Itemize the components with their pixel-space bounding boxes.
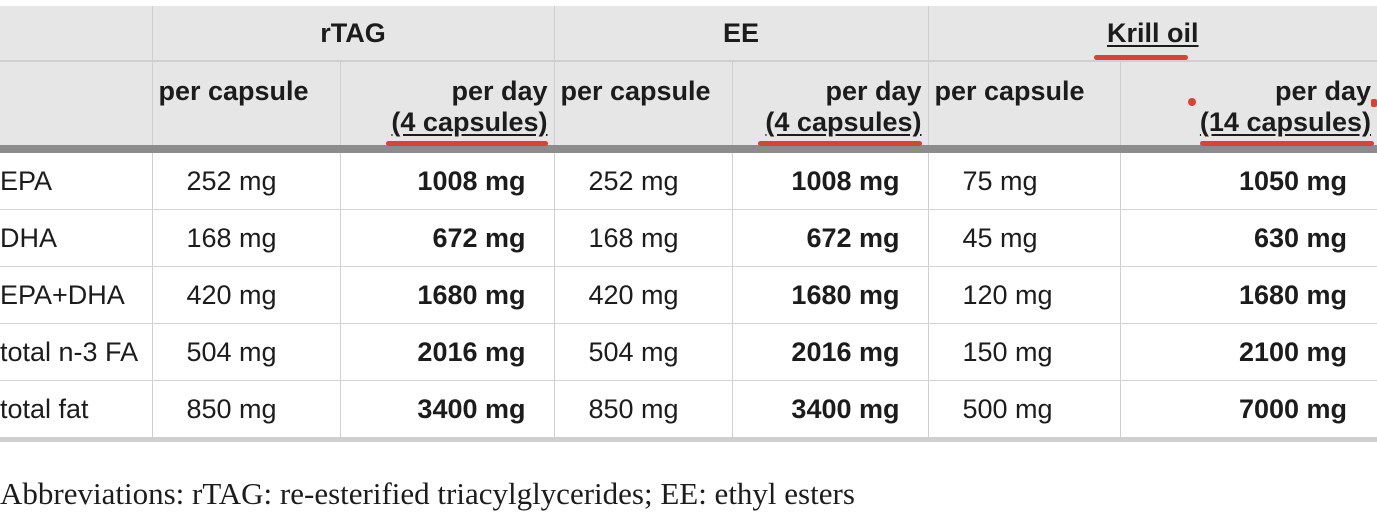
sub-header-label: per day — [451, 76, 548, 106]
row-label: DHA — [0, 209, 153, 267]
corner-cell — [0, 6, 153, 62]
table-cell: 850 mg — [152, 380, 341, 442]
row-label: total fat — [0, 380, 153, 442]
group-header-row: rTAG EE Krill oil — [0, 6, 1377, 62]
row-label: EPA+DHA — [0, 266, 153, 324]
sub-header-capsule-count: (4 capsules) — [765, 107, 922, 137]
table-row: total n-3 FA 504 mg 2016 mg 504 mg 2016 … — [0, 323, 1377, 381]
sub-header-ee-per-day: per day (4 capsules) — [732, 61, 929, 153]
sub-header-label: per day — [825, 76, 922, 106]
nutrition-table-container: rTAG EE Krill oil per capsule per day (4 … — [0, 6, 1377, 442]
sub-header-rtag-per-capsule: per capsule — [152, 61, 341, 153]
group-header-ee: EE — [554, 6, 929, 62]
table-cell: 504 mg — [152, 323, 341, 381]
sub-header-label: per capsule — [158, 76, 309, 106]
annotation-underline-krill-oil — [1094, 55, 1188, 60]
table-cell: 7000 mg — [1120, 380, 1377, 442]
annotation-underline-ee-per-day — [758, 141, 922, 146]
table-cell: 3400 mg — [340, 380, 555, 442]
table-cell: 420 mg — [152, 266, 341, 324]
table-row: DHA 168 mg 672 mg 168 mg 672 mg 45 mg 63… — [0, 209, 1377, 267]
sub-header-rtag-per-day: per day (4 capsules) — [340, 61, 555, 153]
sub-header-label: per capsule — [934, 76, 1085, 106]
annotation-underline-krill-per-day — [1200, 141, 1374, 146]
group-header-rtag: rTAG — [152, 6, 555, 62]
table-cell: 3400 mg — [732, 380, 929, 442]
table-cell: 75 mg — [928, 149, 1121, 210]
table-cell: 420 mg — [554, 266, 733, 324]
group-header-krill-oil: Krill oil — [928, 6, 1377, 62]
table-cell: 2016 mg — [732, 323, 929, 381]
abbreviations-footnote: Abbreviations: rTAG: re-esterified triac… — [0, 476, 855, 511]
table-row: total fat 850 mg 3400 mg 850 mg 3400 mg … — [0, 380, 1377, 442]
table-cell: 1680 mg — [340, 266, 555, 324]
sub-header-label: per capsule — [560, 76, 711, 106]
krill-oil-label: Krill oil — [1107, 17, 1199, 48]
sub-header-empty — [0, 61, 153, 153]
table-cell: 1008 mg — [732, 149, 929, 210]
sub-header-label: per day — [1274, 76, 1372, 106]
table-cell: 1680 mg — [732, 266, 929, 324]
table-cell: 1008 mg — [340, 149, 555, 210]
table-cell: 850 mg — [554, 380, 733, 442]
annotation-mark-right — [1371, 99, 1377, 107]
omega3-comparison-table: rTAG EE Krill oil per capsule per day (4 … — [0, 6, 1377, 442]
table-cell: 150 mg — [928, 323, 1121, 381]
table-cell: 630 mg — [1120, 209, 1377, 267]
table-cell: 2016 mg — [340, 323, 555, 381]
table-row: EPA+DHA 420 mg 1680 mg 420 mg 1680 mg 12… — [0, 266, 1377, 324]
row-label: EPA — [0, 149, 153, 210]
table-cell: 45 mg — [928, 209, 1121, 267]
table-cell: 1680 mg — [1120, 266, 1377, 324]
table-cell: 120 mg — [928, 266, 1121, 324]
table-cell: 672 mg — [732, 209, 929, 267]
table-cell: 504 mg — [554, 323, 733, 381]
table-cell: 500 mg — [928, 380, 1121, 442]
sub-header-krill-per-day: per day (14 capsules) — [1120, 61, 1377, 153]
table-cell: 1050 mg — [1120, 149, 1377, 210]
sub-header-krill-per-capsule: per capsule — [928, 61, 1121, 153]
table-cell: 672 mg — [340, 209, 555, 267]
table-cell: 168 mg — [554, 209, 733, 267]
table-cell: 252 mg — [152, 149, 341, 210]
sub-header-capsule-count: (14 capsules) — [1199, 107, 1372, 137]
table-row: EPA 252 mg 1008 mg 252 mg 1008 mg 75 mg … — [0, 149, 1377, 210]
sub-header-row: per capsule per day (4 capsules) per caps… — [0, 61, 1377, 153]
sub-header-capsule-count: (4 capsules) — [391, 107, 548, 137]
table-cell: 252 mg — [554, 149, 733, 210]
row-label: total n-3 FA — [0, 323, 153, 381]
sub-header-ee-per-capsule: per capsule — [554, 61, 733, 153]
annotation-underline-rtag-per-day — [386, 141, 548, 146]
table-cell: 168 mg — [152, 209, 341, 267]
table-cell: 2100 mg — [1120, 323, 1377, 381]
